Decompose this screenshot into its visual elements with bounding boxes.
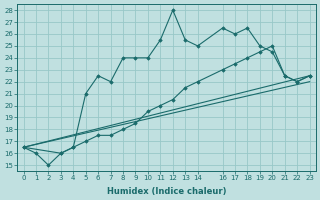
X-axis label: Humidex (Indice chaleur): Humidex (Indice chaleur) [107, 187, 226, 196]
